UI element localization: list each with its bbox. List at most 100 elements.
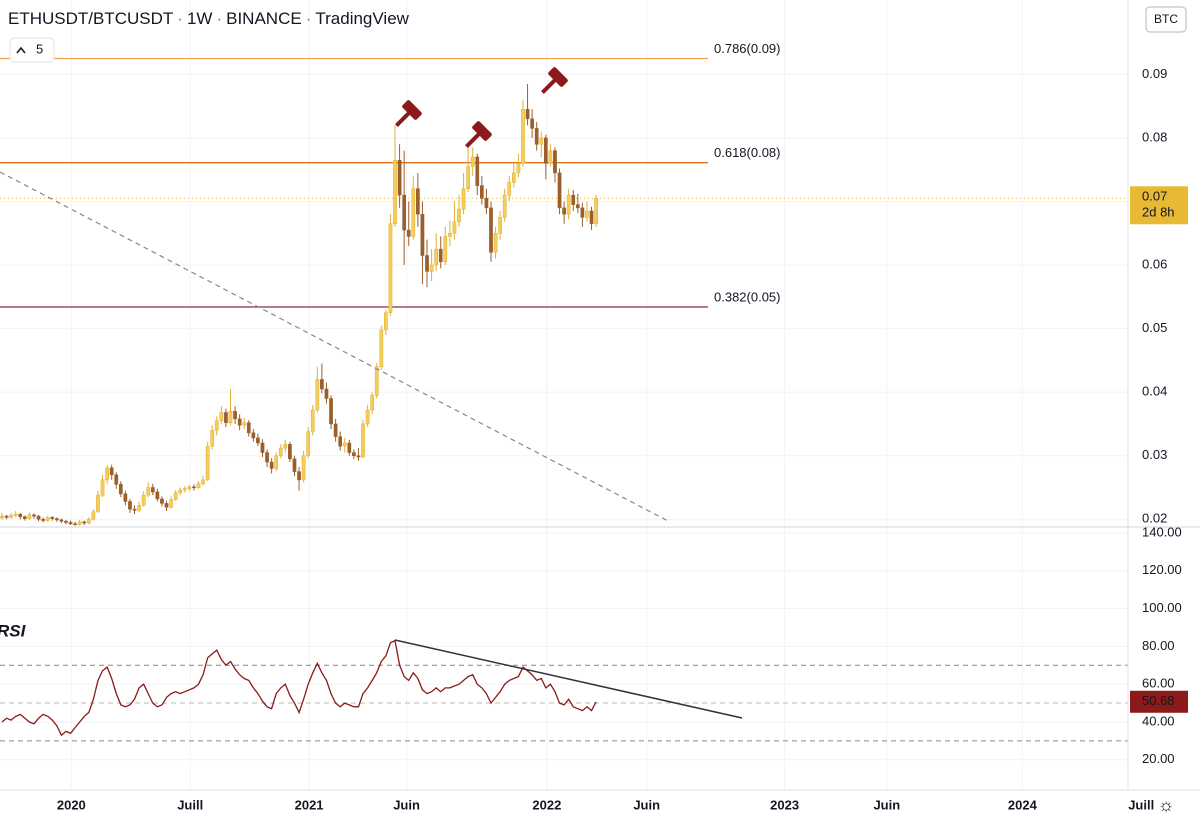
source: TradingView <box>315 9 409 28</box>
candle-body <box>23 516 27 519</box>
candle-body <box>397 159 402 196</box>
x-tick-label: 2020 <box>57 797 86 812</box>
currency-button[interactable] <box>1145 6 1187 33</box>
candle-body <box>489 207 493 253</box>
candle-body <box>548 150 553 164</box>
candle-body <box>365 409 370 425</box>
candle-body <box>4 515 9 518</box>
candle-body <box>41 519 45 521</box>
candle-body <box>425 255 429 272</box>
candle-body <box>64 520 68 523</box>
candle-body <box>470 156 475 167</box>
candle-body <box>233 410 237 420</box>
candle-body <box>333 423 338 437</box>
candle-body <box>32 514 36 517</box>
candle-body <box>246 422 251 434</box>
candle-body <box>13 513 18 516</box>
candle-body <box>429 264 434 272</box>
candle-body <box>68 522 73 524</box>
candle-body <box>269 461 274 469</box>
y-tick-label: 140.00 <box>1142 524 1182 539</box>
candle-body <box>352 452 356 456</box>
candle-body <box>502 194 507 218</box>
candle-body <box>196 483 201 488</box>
price-badge-label: 0.07 <box>1142 189 1167 204</box>
candle-body <box>256 437 260 444</box>
candle-body <box>160 498 164 504</box>
candle-body <box>466 166 470 190</box>
x-tick-label: Juin <box>873 797 900 812</box>
candle-body <box>128 501 132 510</box>
candle-body <box>374 366 379 396</box>
candle-body <box>356 455 361 458</box>
level-label: 0.382(0.05) <box>714 289 781 304</box>
candle-body <box>420 213 425 256</box>
candle-body <box>589 210 594 224</box>
candle-body <box>580 207 585 218</box>
gavel-icon <box>465 121 492 148</box>
candle-body <box>201 479 205 484</box>
candle-body <box>411 188 416 237</box>
candle-body <box>310 409 315 432</box>
candle-body <box>534 128 539 145</box>
value-badge-label: 50.68 <box>1142 693 1175 708</box>
candle-body <box>18 513 23 517</box>
x-tick-label: Juin <box>393 797 420 812</box>
candle-body <box>388 223 393 313</box>
candle-body <box>210 430 215 447</box>
value-badge <box>1130 690 1188 713</box>
candle-body <box>384 312 388 331</box>
price-axis-panel <box>1128 0 1200 823</box>
candle-body <box>288 444 292 460</box>
indicator-toggle[interactable] <box>9 37 55 63</box>
candle-body <box>205 445 210 481</box>
candle-body <box>448 233 452 237</box>
candle-body <box>137 505 141 511</box>
price-badge <box>1130 186 1188 225</box>
candle-body <box>100 479 105 496</box>
candle-body <box>82 521 87 524</box>
gavel-icon <box>541 67 568 94</box>
candle-body <box>516 163 521 174</box>
rsi-line <box>1 639 597 737</box>
candle-body <box>251 432 256 439</box>
x-tick-label: 2024 <box>1008 797 1038 812</box>
x-tick-label: Juill <box>1128 797 1154 812</box>
candle-body <box>278 447 283 456</box>
candle-body <box>45 517 50 521</box>
axes: 0.02 0.03 0.04 0.05 0.06 0.07 0.08 0.09 20.00 40.… <box>1130 66 1188 766</box>
candle-body <box>530 118 534 129</box>
settings-icon[interactable]: ☼ <box>1158 795 1175 815</box>
candle-body <box>347 442 352 453</box>
candle-body <box>192 486 196 489</box>
candle-body <box>91 511 96 520</box>
candle-body <box>141 494 146 506</box>
candle-body <box>562 207 566 215</box>
chart-header: ETHUSDT/BTCUSDT · 1W · BINANCE · TradingView <box>8 9 410 28</box>
candle-body <box>214 420 219 431</box>
candle-body <box>575 204 580 209</box>
candle-body <box>461 188 466 210</box>
candle-body <box>306 431 311 456</box>
candle-body <box>169 499 173 508</box>
candle-body <box>493 233 498 253</box>
candle-body <box>109 467 114 476</box>
candle-body <box>361 423 365 458</box>
candle-body <box>539 137 544 145</box>
candle-body <box>585 210 589 218</box>
candle-body <box>452 221 457 234</box>
y-tick-label: 0.09 <box>1142 66 1167 81</box>
candle-body <box>507 182 512 196</box>
interval: 1W <box>187 9 213 28</box>
candle-body <box>370 395 375 411</box>
countdown-label: 2d 8h <box>1142 205 1175 220</box>
candle-body <box>324 388 329 399</box>
trend-line <box>0 171 671 523</box>
candle-body <box>118 484 123 495</box>
candle-body <box>86 519 91 524</box>
candle-body <box>484 198 489 209</box>
candle-body <box>96 494 100 512</box>
y-tick-label: 80.00 <box>1142 638 1175 653</box>
candle-body <box>77 521 82 525</box>
